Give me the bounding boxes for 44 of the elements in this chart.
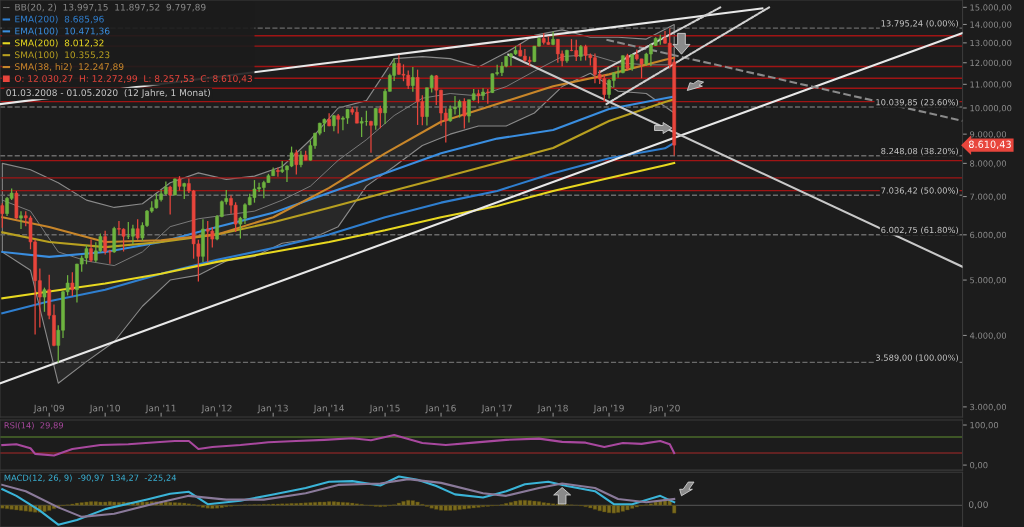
y-tick-label: 100,00 — [970, 422, 999, 430]
x-tick-label: Jan '13 — [257, 404, 288, 414]
text: 01.03.2008 - 01.05.2020 (12 Jahre, 1 Monat) — [6, 89, 210, 98]
legend-label: EMA(200) 8.685,96 — [15, 15, 104, 24]
y-tick-label: 11.000,00 — [970, 81, 1012, 89]
x-tick-label: Jan '09 — [33, 404, 64, 414]
x-tick-label: Jan '19 — [593, 404, 624, 414]
ref-line-label: 3.589,00 (100.00%) — [876, 354, 958, 362]
legend-label: EMA(100) 10.471,36 — [15, 27, 110, 36]
x-tick-label: Jan '14 — [313, 404, 344, 414]
x-tick-label: Jan '11 — [145, 404, 176, 414]
ref-line-label: 10.039,85 (23.60%) — [876, 98, 958, 107]
x-tick-label: Jan '12 — [201, 404, 232, 414]
legend-label: SMA(200) 8.012,32 — [15, 39, 104, 48]
x-tick-label: Jan '15 — [369, 404, 400, 414]
x-tick-label: Jan '18 — [537, 404, 568, 414]
legend-label: BB(20, 2) 13.997,15 11.897,52 9.797,89 — [15, 3, 206, 12]
ref-line-label: 13.795,24 (0.00%) — [881, 20, 958, 28]
y-tick-label: 8.000,00 — [970, 160, 1007, 168]
y-tick-label: 5.000,00 — [970, 277, 1007, 285]
legend-label: SMA(100) 10.355,23 — [15, 51, 110, 60]
text: 8.610,43 — [968, 140, 1011, 149]
legend-label: O: 12.030,27 H: 12.272,99 L: 8.257,53 C: 8.610,43 — [14, 75, 252, 83]
x-tick-label: Jan '16 — [425, 404, 456, 414]
x-tick-label: Jan '10 — [89, 404, 120, 414]
y-tick-label: 3.000,00 — [970, 403, 1007, 412]
y-tick-label: 15.000,00 — [970, 4, 1012, 12]
ref-line-label: 6.002,75 (61.80%) — [881, 226, 958, 235]
legend-label: SMA(38, hi2) 12.247,89 — [15, 63, 124, 72]
y-tick-label: 14.000,00 — [970, 21, 1012, 29]
chart-title: MACD(12, 26, 9) -90,97 134,27 -225,24 — [4, 474, 177, 482]
y-tick-label: 13.000,00 — [970, 39, 1012, 47]
x-tick-label: Jan '20 — [649, 404, 680, 414]
y-tick-label: 4.000,00 — [969, 332, 1007, 340]
y-tick-label: 10.000,00 — [970, 104, 1012, 113]
ref-line-label: 8.248,08 (38.20%) — [881, 147, 958, 156]
x-tick-label: Jan '17 — [481, 404, 512, 414]
y-tick-label: 0,00 — [970, 462, 988, 470]
ref-line-label: 7.036,42 (50.00%) — [881, 187, 958, 195]
chart-title: RSI(14) 29,89 — [4, 422, 64, 430]
y-tick-label: 6.000,00 — [970, 231, 1007, 239]
y-tick-label: 12.000,00 — [970, 59, 1012, 67]
y-tick-label: 7.000,00 — [970, 193, 1007, 201]
y-tick-label: 9.000,00 — [970, 131, 1007, 139]
